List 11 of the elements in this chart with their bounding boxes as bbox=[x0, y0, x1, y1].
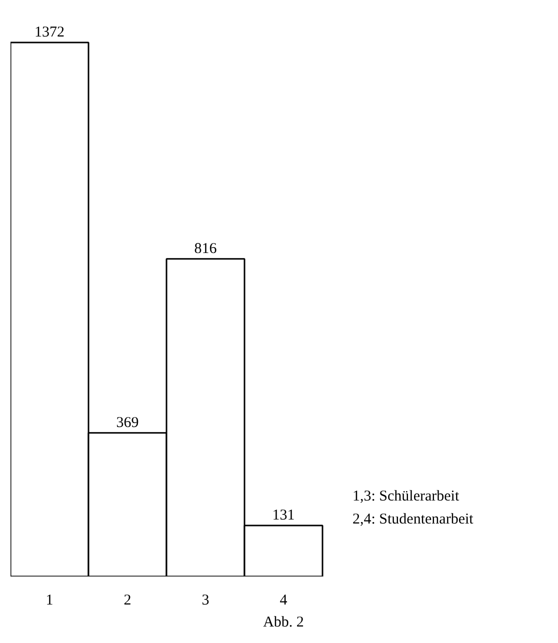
data-label: 369 bbox=[116, 414, 139, 431]
x-tick-label: 1 bbox=[46, 592, 54, 608]
caption: Abb. 2 bbox=[263, 614, 304, 630]
text: 1,3: Schülerarbeit bbox=[352, 488, 460, 504]
x-tick-label: 3 bbox=[202, 592, 210, 608]
data-label: 131 bbox=[272, 508, 295, 524]
x-tick-label: 2 bbox=[124, 592, 132, 608]
data-label: 1372 bbox=[34, 24, 64, 41]
data-label: 816 bbox=[194, 240, 218, 257]
text: 2,4: Studentenarbeit bbox=[352, 512, 474, 528]
x-tick-label: 4 bbox=[280, 592, 288, 608]
